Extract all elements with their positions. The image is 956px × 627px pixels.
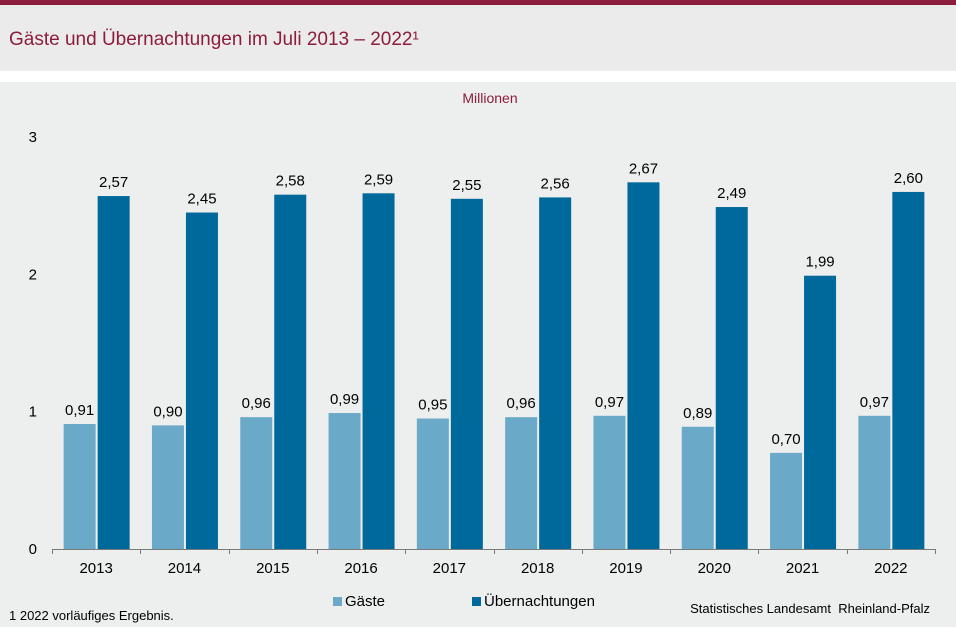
y-tick-label: 2 <box>29 266 37 283</box>
value-label-gaeste: 0,99 <box>330 391 359 408</box>
bar-uebernachtungen <box>185 212 218 550</box>
value-label-uebernachtungen: 2,67 <box>629 160 658 177</box>
bar-uebernachtungen <box>627 182 660 549</box>
separator <box>0 71 956 82</box>
bar-gaeste <box>858 415 891 549</box>
value-label-gaeste: 0,96 <box>242 395 271 412</box>
bar-uebernachtungen <box>715 207 748 550</box>
legend-swatch-gaeste <box>333 597 342 606</box>
top-rule <box>0 0 956 5</box>
value-label-uebernachtungen: 2,59 <box>364 171 393 188</box>
x-tick-label: 2020 <box>698 560 731 577</box>
value-label-uebernachtungen: 2,55 <box>452 177 481 194</box>
legend-label-gaeste: Gäste <box>345 593 385 610</box>
value-label-uebernachtungen: 1,99 <box>805 254 834 271</box>
value-label-gaeste: 0,96 <box>507 395 536 412</box>
value-label-uebernachtungen: 2,57 <box>99 174 128 191</box>
bar-gaeste <box>505 417 538 549</box>
legend-label-uebernachtungen: Übernachtungen <box>484 592 595 610</box>
y-axis-ticks: 0 1 2 3 <box>29 129 37 558</box>
x-tick-label: 2015 <box>256 560 289 577</box>
value-label-uebernachtungen: 2,56 <box>541 175 570 192</box>
value-labels: 0,91 2,57 0,90 2,45 0,96 2,58 0,99 2,59 0,95 2,55… <box>65 160 923 448</box>
x-tick-label: 2018 <box>521 560 554 577</box>
x-tick-label: 2017 <box>433 560 466 577</box>
bar-uebernachtungen <box>539 197 572 549</box>
y-tick-label: 0 <box>29 541 37 558</box>
bar-uebernachtungen <box>362 193 395 549</box>
bar-uebernachtungen <box>97 196 130 549</box>
bar-gaeste <box>593 415 626 549</box>
bar-uebernachtungen <box>804 275 837 549</box>
title-bar: Gäste und Übernachtungen im Juli 2013 – … <box>0 5 956 71</box>
value-label-gaeste: 0,97 <box>595 394 624 411</box>
bar-uebernachtungen <box>450 198 483 550</box>
x-tick-label: 2022 <box>874 560 907 577</box>
bar-gaeste <box>63 424 96 549</box>
value-label-uebernachtungen: 2,58 <box>276 173 305 190</box>
bar-uebernachtungen <box>892 191 925 549</box>
x-tick-label: 2016 <box>344 560 377 577</box>
bars <box>63 182 925 550</box>
value-label-gaeste: 0,70 <box>771 431 800 448</box>
value-label-gaeste: 0,91 <box>65 402 94 419</box>
bar-uebernachtungen <box>274 194 307 549</box>
bar-gaeste <box>151 425 184 549</box>
value-label-gaeste: 0,95 <box>418 397 447 414</box>
x-tick-label: 2019 <box>609 560 642 577</box>
chart-title: Gäste und Übernachtungen im Juli 2013 – … <box>9 29 419 50</box>
x-tick-label: 2021 <box>786 560 819 577</box>
value-label-gaeste: 0,97 <box>860 394 889 411</box>
bar-gaeste <box>240 417 273 549</box>
source-credit: Statistisches Landesamt Rheinland-Pfalz <box>690 601 930 616</box>
value-label-gaeste: 0,90 <box>153 403 182 420</box>
bar-gaeste <box>681 426 714 549</box>
legend: Gäste Übernachtungen <box>333 592 595 610</box>
value-label-uebernachtungen: 2,45 <box>187 191 216 208</box>
value-label-uebernachtungen: 2,49 <box>717 185 746 202</box>
bar-gaeste <box>328 413 361 549</box>
y-tick-label: 1 <box>29 404 37 421</box>
bar-gaeste <box>770 452 803 549</box>
value-label-gaeste: 0,89 <box>683 405 712 422</box>
legend-swatch-uebernachtungen <box>472 597 481 606</box>
value-label-uebernachtungen: 2,60 <box>894 170 923 187</box>
x-tick-label: 2014 <box>168 560 201 577</box>
y-tick-label: 3 <box>29 129 37 146</box>
bar-gaeste <box>416 418 449 549</box>
x-tick-label: 2013 <box>79 560 112 577</box>
footnote: 1 2022 vorläufiges Ergebnis. <box>9 608 174 623</box>
y-axis-unit-label: Millionen <box>462 90 517 106</box>
x-axis-ticks: 2013 2014 2015 2016 2017 2018 2019 2020 2021 2022 <box>52 549 936 577</box>
